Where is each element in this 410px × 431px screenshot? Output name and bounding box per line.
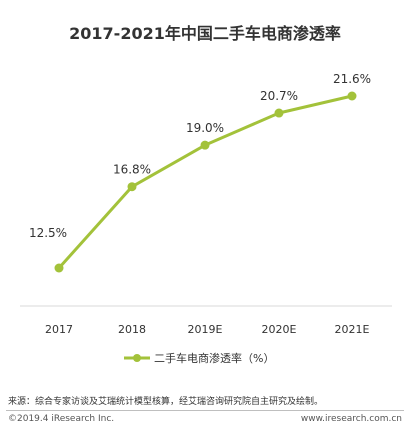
x-tick-label: 2019E: [188, 323, 223, 336]
x-tick-label: 2020E: [262, 323, 297, 336]
copyright-text: ©2019.4 iResearch Inc.: [8, 414, 115, 424]
data-label: 19.0%: [186, 121, 224, 135]
footer-divider: [6, 410, 404, 411]
data-label: 21.6%: [333, 72, 371, 86]
data-label: 12.5%: [29, 226, 67, 240]
data-label: 16.8%: [113, 163, 151, 177]
data-point: [200, 140, 210, 150]
data-point: [347, 91, 357, 101]
x-tick-label: 2021E: [335, 323, 370, 336]
source-note: 来源：综合专家访谈及艾瑞统计模型核算，经艾瑞咨询研究院自主研究及绘制。: [8, 397, 324, 407]
legend-marker: [133, 354, 141, 362]
x-tick-label: 2017: [45, 323, 73, 336]
data-point: [274, 108, 284, 118]
legend-label: 二手车电商渗透率（%）: [154, 351, 274, 365]
chart-title: 2017-2021年中国二手车电商渗透率: [69, 24, 341, 43]
x-tick-label: 2018: [118, 323, 146, 336]
data-point: [127, 182, 137, 192]
data-point: [54, 263, 64, 273]
data-label: 20.7%: [260, 89, 298, 103]
website-text: www.iresearch.com.cn: [300, 414, 402, 424]
